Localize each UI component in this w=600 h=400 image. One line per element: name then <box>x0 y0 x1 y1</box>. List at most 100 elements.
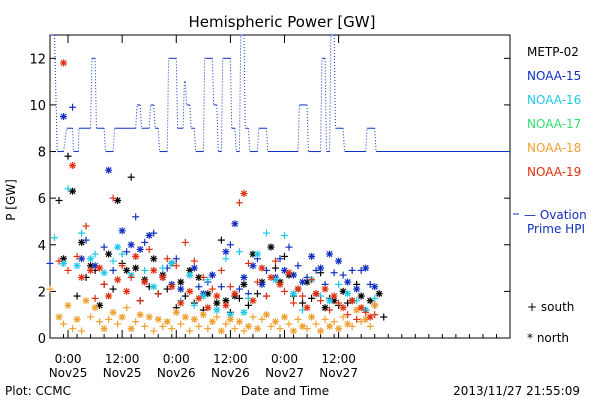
data-point-stroke <box>114 197 121 204</box>
data-point <box>276 325 284 333</box>
data-point-stroke <box>276 281 284 288</box>
data-point <box>195 283 203 291</box>
data-point <box>46 285 54 293</box>
y-tick-label: 0 <box>38 332 46 347</box>
data-point <box>253 278 261 286</box>
data-point <box>208 318 216 326</box>
data-point <box>181 313 189 321</box>
data-point-stroke <box>331 297 338 304</box>
hpi-segment <box>193 128 197 152</box>
legend-marker: * north <box>527 331 569 345</box>
data-point <box>335 299 343 307</box>
data-point <box>253 325 261 333</box>
data-point <box>100 269 108 277</box>
data-point <box>141 322 149 330</box>
data-point <box>163 255 171 263</box>
data-point-stroke <box>132 265 139 272</box>
hpi-segment <box>320 58 323 152</box>
data-point-stroke <box>231 220 238 227</box>
data-point-stroke <box>281 313 288 321</box>
data-point <box>217 283 225 291</box>
data-point <box>231 325 239 333</box>
data-point <box>87 313 95 321</box>
data-point <box>127 241 135 249</box>
data-point-stroke <box>150 267 157 274</box>
data-point <box>330 318 338 326</box>
hpi-segment <box>157 128 161 152</box>
data-point-stroke <box>290 290 297 297</box>
data-point-stroke <box>299 279 306 286</box>
data-point-stroke <box>168 283 175 290</box>
data-point <box>123 304 131 312</box>
data-point <box>366 322 374 330</box>
data-point-stroke <box>105 167 112 174</box>
legend-marker: + south <box>527 300 574 314</box>
data-point-stroke <box>326 323 333 330</box>
y-axis-label: P [GW] <box>4 179 18 221</box>
data-point <box>267 322 275 330</box>
data-point-stroke <box>60 260 67 267</box>
y-tick-label: 10 <box>29 99 46 114</box>
data-point-stroke <box>227 316 234 323</box>
hpi-segment <box>184 81 188 105</box>
data-point <box>199 273 207 281</box>
data-point <box>87 262 95 270</box>
data-point <box>78 327 86 335</box>
hpi-segment <box>229 58 233 129</box>
data-point <box>60 320 68 328</box>
data-point <box>213 306 221 314</box>
data-point <box>132 318 140 326</box>
x-tick-date: Nov27 <box>265 366 304 380</box>
hpi-segment <box>90 58 93 129</box>
hpi-segment <box>324 58 327 152</box>
data-point-stroke <box>105 292 112 300</box>
data-point <box>159 264 167 272</box>
hpi-segment <box>182 81 185 129</box>
legend-entry: NOAA-16 <box>527 93 581 107</box>
data-point <box>348 297 356 305</box>
data-point <box>118 262 126 270</box>
data-point-stroke <box>114 244 121 251</box>
data-point <box>73 315 81 323</box>
data-point <box>217 236 225 244</box>
data-point <box>244 259 252 267</box>
data-point <box>375 290 383 298</box>
data-point-stroke <box>340 304 347 311</box>
data-point-stroke <box>335 325 342 332</box>
x-tick-date: Nov26 <box>211 366 250 380</box>
hpi-segment <box>72 128 74 152</box>
data-point <box>60 59 68 67</box>
data-point <box>91 294 99 302</box>
data-point <box>281 313 289 321</box>
data-point <box>262 311 270 319</box>
data-point <box>109 194 117 202</box>
data-point <box>105 292 113 300</box>
data-point-stroke <box>349 297 356 304</box>
data-point <box>132 213 140 221</box>
data-point <box>222 320 230 328</box>
data-point <box>150 283 158 291</box>
data-point-stroke <box>236 318 243 325</box>
data-point <box>240 273 248 281</box>
hpi-segment <box>365 128 368 152</box>
data-point-stroke <box>213 292 220 300</box>
data-point-stroke <box>92 262 99 269</box>
data-point <box>55 196 63 204</box>
data-point <box>267 273 275 281</box>
data-point <box>100 325 108 333</box>
data-point <box>73 252 81 260</box>
data-point <box>253 290 261 298</box>
data-point-stroke <box>64 302 72 309</box>
data-point-stroke <box>177 286 184 293</box>
data-point <box>154 315 162 323</box>
data-point <box>60 113 68 121</box>
legend-entry: NOAA-18 <box>527 141 581 155</box>
plot-area: 0246810120:00Nov2512:00Nov250:00Nov2612:… <box>29 34 511 380</box>
data-point-stroke <box>123 288 130 295</box>
plot-frame <box>49 34 511 339</box>
data-point-stroke <box>110 309 117 316</box>
data-point <box>114 243 122 251</box>
data-point <box>82 236 90 244</box>
data-point <box>190 315 198 323</box>
data-point-stroke <box>245 323 252 330</box>
